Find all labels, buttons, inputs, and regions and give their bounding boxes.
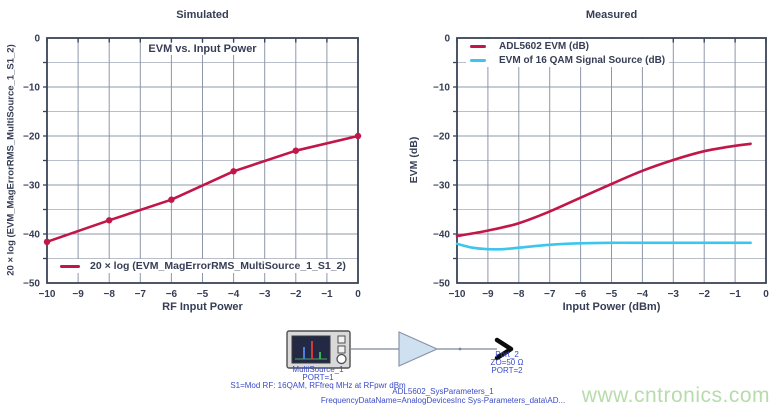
multisource-instrument-icon: [286, 330, 351, 369]
legend-item: ADL5602 EVM (dB): [470, 39, 665, 53]
watermark: www.cntronics.com: [581, 384, 770, 407]
legend-item: 20 × log (EVM_MagErrorRMS_MultiSource_1_…: [60, 259, 346, 273]
y-axis-label-measured: EVM (dB): [408, 136, 420, 184]
source-port-label: PORT=1: [302, 373, 334, 382]
amp-name-label: ADL5602_SysParameters_1: [392, 387, 494, 396]
series-line-1: [455, 241, 752, 251]
x-tick-label: −10: [449, 289, 466, 300]
x-tick-label: −1: [321, 289, 333, 300]
x-tick-label: −7: [135, 289, 147, 300]
y-tick-label: −40: [433, 230, 450, 241]
source-name-label: MultiSource_1: [292, 365, 344, 374]
x-axis-label-simulated: RF Input Power: [162, 301, 243, 313]
series-line-0: [45, 134, 360, 244]
amplifier-icon: [398, 331, 439, 367]
port2-name-label: Port_2: [495, 350, 519, 359]
source-params-label: S1=Mod RF: 16QAM, RFfreq MHz at RFpwr dB…: [230, 381, 406, 390]
port2-port-label: PORT=2: [491, 366, 523, 375]
data-point-marker: [354, 132, 362, 140]
legend-label: EVM of 16 QAM Signal Source (dB): [499, 54, 666, 66]
x-tick-label: −6: [575, 289, 587, 300]
legend-label: 20 × log (EVM_MagErrorRMS_MultiSource_1_…: [90, 260, 346, 272]
x-tick-label: −2: [290, 289, 302, 300]
chart-simulated: −10 −9 −8 −7 −6 −5 −4 −3 −2 −1 0 0 −10 −20 −30 −40 −50 S…: [0, 0, 386, 320]
chart-measured: −10 −9 −8 −7 −6 −5 −4 −3 −2 −1 0 0 −10 −20 −30 −40 −50 M…: [386, 0, 772, 320]
x-tick-label: −3: [259, 289, 271, 300]
x-tick-label: −6: [166, 289, 178, 300]
y-tick-label: −50: [23, 279, 40, 290]
x-tick-label: −5: [197, 289, 209, 300]
x-tick-label: −10: [39, 289, 56, 300]
x-tick-label: 0: [355, 289, 361, 300]
x-tick-label: −7: [544, 289, 556, 300]
y-tick-label: 0: [444, 34, 450, 45]
legend-label: ADL5602 EVM (dB): [499, 40, 590, 52]
x-tick-label: −9: [72, 289, 84, 300]
legend-line-swatch: [60, 264, 80, 268]
x-tick-label: 0: [763, 289, 769, 300]
simulated-plot-area: −10 −9 −8 −7 −6 −5 −4 −3 −2 −1 00−10−20−30−40−50: [23, 34, 362, 301]
port-arrow-icon: [494, 337, 514, 361]
x-tick-label: −3: [668, 289, 680, 300]
y-tick-label: 0: [34, 34, 40, 45]
chart-title-measured: Measured: [585, 9, 638, 21]
data-point-marker: [106, 217, 113, 224]
x-tick-label: −5: [606, 289, 618, 300]
measured-plot-area: −10 −9 −8 −7 −6 −5 −4 −3 −2 −1 00−10−20−30−40−50: [433, 34, 769, 301]
y-axis-label-simulated: 20 × log (EVM_MagErrorRMS_MultiSource_1_…: [5, 44, 17, 276]
data-point-marker: [230, 168, 237, 175]
legend-line-swatch: [470, 44, 486, 48]
y-tick-label: −30: [433, 181, 450, 192]
chart-title-simulated: Simulated: [176, 9, 229, 21]
y-tick-label: −20: [23, 132, 40, 143]
y-tick-label: −10: [433, 83, 450, 94]
data-point-marker: [292, 147, 299, 154]
x-tick-label: −4: [637, 289, 649, 300]
x-tick-label: −1: [729, 289, 741, 300]
x-axis-label-measured: Input Power (dBm): [562, 301, 661, 313]
y-tick-label: −50: [433, 279, 450, 290]
y-tick-label: −40: [23, 230, 40, 241]
x-tick-label: −9: [482, 289, 494, 300]
x-tick-label: −2: [698, 289, 710, 300]
data-point-marker: [43, 238, 51, 246]
wire-node-dot: [458, 347, 462, 351]
legend-simulated: 20 × log (EVM_MagErrorRMS_MultiSource_1_…: [56, 259, 350, 273]
legend-measured: ADL5602 EVM (dB) EVM of 16 QAM Signal So…: [466, 39, 670, 67]
series-line-0: [455, 142, 752, 238]
x-tick-label: −8: [513, 289, 525, 300]
legend-item: EVM of 16 QAM Signal Source (dB): [470, 53, 665, 67]
x-tick-label: −8: [103, 289, 115, 300]
legend-line-swatch: [470, 58, 486, 62]
y-tick-label: −20: [433, 132, 450, 143]
port2-impedance-label: ZO=50 Ω: [490, 358, 524, 367]
schematic-diagram: [286, 330, 514, 369]
x-tick-label: −4: [228, 289, 240, 300]
y-tick-label: −10: [23, 83, 40, 94]
amp-params-label: FrequencyDataName=AnalogDevicesInc Sys-P…: [320, 396, 566, 405]
data-point-marker: [168, 196, 175, 203]
y-tick-label: −30: [23, 181, 40, 192]
